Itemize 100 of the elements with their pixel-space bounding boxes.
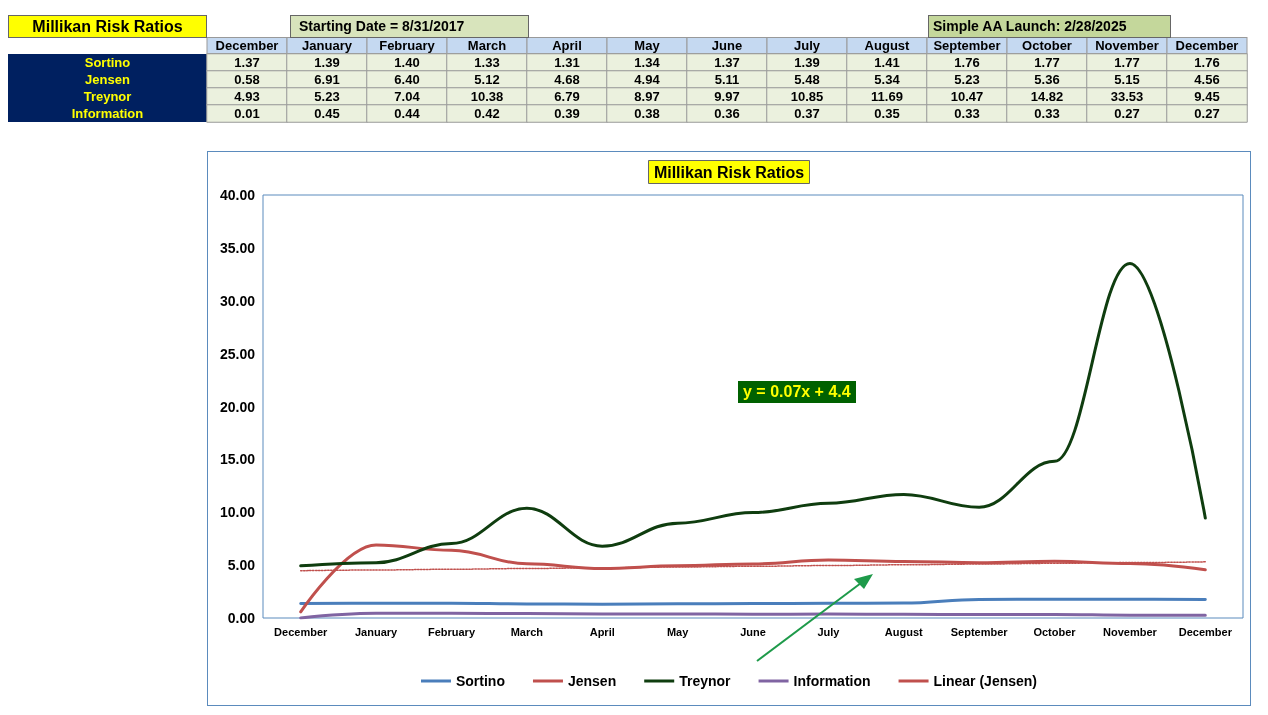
x-tick-label: October	[1022, 38, 1072, 53]
y-tick-label: 25.00	[219, 345, 256, 362]
y-tick-label: Jensen	[85, 72, 130, 87]
x-tick-label: June	[740, 625, 766, 638]
data-label: 1.76	[954, 55, 980, 70]
y-tick-label: Treynor	[83, 89, 132, 104]
data-label: 4.56	[1194, 72, 1220, 87]
x-tick-label: January	[354, 625, 399, 638]
data-label: 1.34	[634, 55, 661, 70]
x-tick-label: November	[1095, 38, 1159, 53]
legend-label: Jensen	[567, 673, 617, 689]
x-tick-label: March	[467, 38, 507, 53]
data-label: 5.12	[474, 72, 500, 87]
x-tick-label: March	[510, 625, 544, 638]
x-tick-label: May	[634, 38, 661, 53]
data-label: 5.11	[714, 72, 740, 87]
x-tick-label: May	[666, 625, 690, 638]
x-tick-label: June	[711, 38, 743, 53]
x-tick-label: August	[884, 625, 924, 638]
x-tick-label: February	[427, 625, 476, 638]
data-label: 11.69	[871, 89, 903, 104]
data-label: 4.93	[234, 89, 260, 104]
annotation: y = 0.07x + 4.4	[738, 381, 856, 403]
data-label: 1.37	[234, 55, 260, 70]
data-label: 6.91	[314, 72, 340, 87]
data-label: 0.42	[474, 106, 500, 121]
data-label: 0.45	[314, 106, 340, 121]
y-tick-label: 35.00	[219, 239, 256, 256]
y-tick-label: Information	[71, 106, 144, 121]
data-label: 0.01	[234, 106, 260, 121]
data-label: 1.77	[1034, 55, 1060, 70]
data-label: 0.44	[394, 106, 421, 121]
x-tick-label: August	[864, 38, 911, 53]
data-label: 0.39	[554, 106, 580, 121]
data-label: 33.53	[1110, 89, 1144, 104]
data-label: 9.45	[1194, 89, 1220, 104]
x-tick-label: February	[379, 38, 436, 53]
y-tick-label: 5.00	[227, 557, 256, 574]
chart-title: Millikan Risk Ratios	[653, 163, 805, 181]
data-label: 5.23	[954, 72, 980, 87]
data-label: 0.38	[634, 106, 660, 121]
data-label: 1.39	[794, 55, 820, 70]
data-label: 9.97	[714, 89, 740, 104]
y-tick-label: 20.00	[219, 398, 256, 415]
x-tick-label: July	[817, 625, 841, 638]
text: Starting Date = 8/31/2017	[290, 15, 529, 38]
data-label: 1.37	[714, 55, 740, 70]
x-tick-label: December	[1175, 38, 1239, 53]
data-label: 5.36	[1034, 72, 1060, 87]
data-label: 4.68	[554, 72, 580, 87]
data-label: 0.58	[234, 72, 260, 87]
x-tick-label: September	[933, 38, 1001, 53]
data-label: 5.34	[874, 72, 901, 87]
legend-label: Treynor	[679, 673, 732, 689]
data-label: 0.27	[1114, 106, 1140, 121]
data-label: 14.82	[1030, 89, 1064, 104]
y-tick-label: Sortino	[84, 55, 131, 70]
y-tick-label: 15.00	[219, 451, 256, 468]
x-tick-label: September	[950, 625, 1009, 638]
line-series	[299, 543, 1207, 614]
data-label: 0.33	[1034, 106, 1060, 121]
y-tick-label: 40.00	[219, 187, 256, 203]
data-label: 1.41	[874, 55, 900, 70]
data-label: 1.77	[1114, 55, 1140, 70]
x-tick-label: October	[1033, 625, 1077, 638]
data-label: 5.23	[314, 89, 340, 104]
text: Simple AA Launch: 2/28/2025	[928, 15, 1171, 38]
data-label: 0.36	[714, 106, 740, 121]
line-series	[299, 261, 1207, 568]
data-label: 5.15	[1114, 72, 1140, 87]
x-tick-label: January	[302, 38, 353, 53]
x-tick-label: November	[1103, 625, 1158, 638]
chart-title: Millikan Risk Ratios	[8, 15, 207, 38]
legend-label: Sortino	[455, 673, 505, 689]
data-label: 6.79	[554, 89, 580, 104]
data-label: 1.31	[554, 55, 580, 70]
data-label: 10.38	[470, 89, 504, 104]
data-label: 0.27	[1194, 106, 1220, 121]
y-tick-label: 10.00	[219, 504, 256, 521]
y-tick-label: 0.00	[227, 610, 256, 626]
data-label: 0.35	[874, 106, 900, 121]
data-label: 6.40	[394, 72, 420, 87]
data-label: 0.33	[954, 106, 980, 121]
legend-label: Information	[793, 673, 871, 689]
data-label: 8.97	[634, 89, 660, 104]
data-label: 7.04	[394, 89, 421, 104]
y-tick-label: 30.00	[219, 292, 256, 309]
x-tick-label: April	[589, 625, 615, 638]
data-label: 0.37	[794, 106, 820, 121]
x-tick-label: July	[793, 38, 821, 53]
data-label: 1.40	[394, 55, 420, 70]
x-tick-label: December	[274, 625, 329, 638]
data-label: 10.47	[950, 89, 984, 104]
data-label: 1.33	[474, 55, 500, 70]
legend-label: Linear (Jensen)	[933, 673, 1038, 689]
x-tick-label: December	[215, 38, 279, 53]
data-label: 1.39	[314, 55, 340, 70]
data-label: 5.48	[794, 72, 820, 87]
data-label: 10.85	[790, 89, 824, 104]
x-tick-label: April	[552, 38, 582, 53]
